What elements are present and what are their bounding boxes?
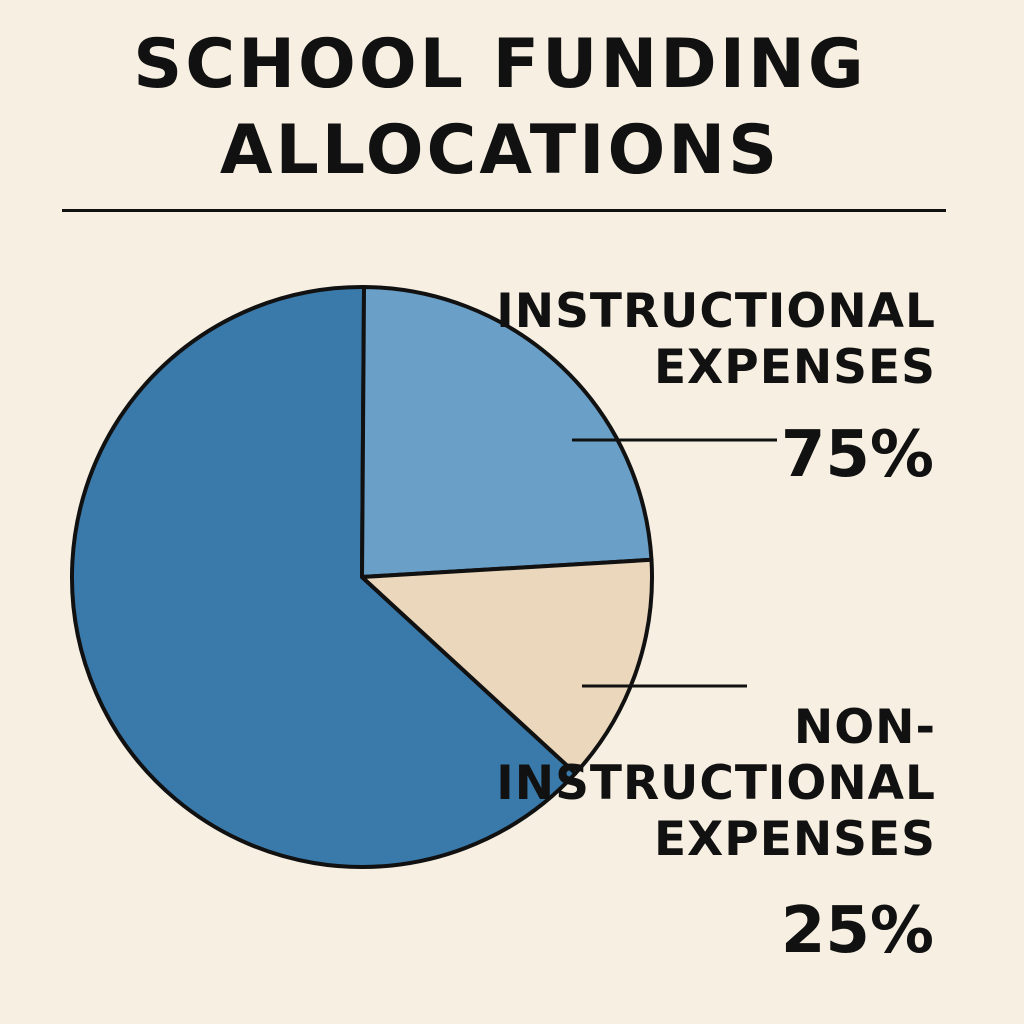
slice-label-instructional-line-2: EXPENSES xyxy=(653,340,936,395)
pie-slice-non-instructional-expenses xyxy=(360,557,654,776)
slice-label-instructional-line-1: INSTRUCTIONAL xyxy=(496,284,936,339)
pie-slices xyxy=(70,285,654,870)
pie-slice-unlabeled xyxy=(70,285,578,870)
slice-value-instructional: 75% xyxy=(780,418,934,492)
slice-label-non-instructional: NON- INSTRUCTIONAL EXPENSES xyxy=(496,700,936,868)
title-divider xyxy=(62,209,946,212)
slice-label-non-instructional-line-2: INSTRUCTIONAL xyxy=(496,756,936,811)
pie-slice-instructional-expenses xyxy=(360,285,654,579)
chart-title: SCHOOL FUNDING ALLOCATIONS xyxy=(0,22,1000,194)
chart-title-line-2: ALLOCATIONS xyxy=(219,111,781,190)
slice-label-non-instructional-line-1: NON- xyxy=(793,700,936,755)
slice-label-instructional: INSTRUCTIONAL EXPENSES xyxy=(496,284,936,396)
slice-label-non-instructional-line-3: EXPENSES xyxy=(653,812,936,867)
slice-value-non-instructional: 25% xyxy=(780,894,934,968)
chart-title-line-1: SCHOOL FUNDING xyxy=(133,25,867,104)
